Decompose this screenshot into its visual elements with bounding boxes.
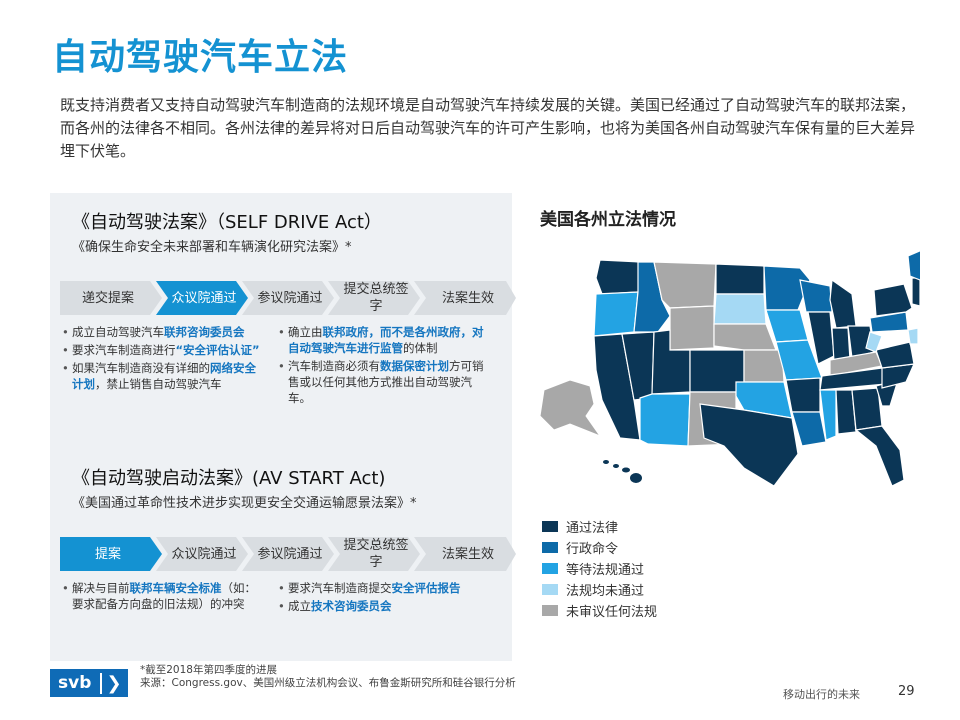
act2-step-1: 提案 xyxy=(94,546,121,562)
footnote: *截至2018年第四季度的进展 来源：Congress.gov、美国州级立法机构… xyxy=(140,664,516,689)
bullet-item: 要求汽车制造商进行“安全评估认证” xyxy=(62,342,262,358)
state-mi xyxy=(829,278,857,329)
state-me xyxy=(907,250,920,281)
act2-progress-steps: 提案 众议院通过 参议院通过 提交总统签字 法案生效 xyxy=(60,537,516,571)
act2-subtitle: 《美国通过革命性技术进步实现更安全交通运输愿景法案》* xyxy=(72,496,417,511)
map-legend: 通过法律 行政命令 等待法规通过 法规均未通过 未审议任何法规 xyxy=(542,516,657,621)
act1-step-4: 提交总统签字 xyxy=(343,282,409,314)
legend-swatch xyxy=(542,563,558,574)
state-ks xyxy=(743,349,785,383)
bullet-item: 要求汽车制造商提交安全评估报告 xyxy=(278,580,494,596)
act1-right-bullets: 确立由联邦政府，而不是各州政府，对自动驾驶汽车进行监管的体制汽车制造商必须有数据… xyxy=(278,324,494,408)
us-states-map xyxy=(539,250,920,487)
act1-subtitle: 《确保生命安全未来部署和车辆演化研究法案》* xyxy=(72,240,352,255)
bullet-item: 成立技术咨询委员会 xyxy=(278,598,494,614)
act1-progress-steps: 递交提案 众议院通过 参议院通过 提交总统签字 法案生效 xyxy=(60,281,516,315)
legend-item: 通过法律 xyxy=(542,516,657,537)
state-vt-nh xyxy=(911,277,920,307)
state-tx xyxy=(699,403,799,487)
legend-item: 未审议任何法规 xyxy=(542,600,657,621)
state-va xyxy=(875,341,915,369)
state-ar xyxy=(785,377,821,413)
intro-paragraph: 既支持消费者又支持自动驾驶汽车制造商的法规环境是自动驾驶汽车持续发展的关键。美国… xyxy=(60,96,916,160)
state-fl xyxy=(854,425,905,487)
legend-item: 等待法规通过 xyxy=(542,558,657,579)
page-number: 29 xyxy=(898,684,915,699)
state-ga xyxy=(851,387,883,431)
state-wy xyxy=(669,305,715,351)
state-wi xyxy=(799,279,833,313)
bullet-item: 确立由联邦政府，而不是各州政府，对自动驾驶汽车进行监管的体制 xyxy=(278,324,494,356)
state-ne xyxy=(713,323,777,351)
state-ak xyxy=(539,379,602,438)
state-ia xyxy=(765,309,809,343)
bullet-item: 解决与目前联邦车辆安全标准（如：要求配备方向盘的旧法规）的冲突 xyxy=(62,580,262,612)
act1-step-1: 递交提案 xyxy=(81,290,134,306)
legend-item: 行政命令 xyxy=(542,537,657,558)
act2-step-4: 提交总统签字 xyxy=(343,538,409,570)
state-nj xyxy=(907,327,919,345)
legend-swatch xyxy=(542,605,558,616)
state-az xyxy=(639,393,691,447)
state-nd xyxy=(715,263,765,295)
act2-right-bullets: 要求汽车制造商提交安全评估报告成立技术咨询委员会 xyxy=(278,580,494,616)
act1-step-5: 法案生效 xyxy=(441,290,494,306)
act2-left-bullets: 解决与目前联邦车辆安全标准（如：要求配备方向盘的旧法规）的冲突 xyxy=(62,580,262,614)
chevron-right-icon: ❯ xyxy=(100,672,126,694)
act1-step-2: 众议院通过 xyxy=(171,290,237,306)
act1-left-bullets: 成立自动驾驶汽车联邦咨询委员会要求汽车制造商进行“安全评估认证” 如果汽车制造商没… xyxy=(62,324,262,394)
legend-swatch xyxy=(542,584,558,595)
legend-swatch xyxy=(542,521,558,532)
act2-title: 《自动驾驶启动法案》(AV START Act) xyxy=(72,468,386,489)
state-mt xyxy=(653,261,717,309)
bullet-item: 如果汽车制造商没有详细的网络安全计划，禁止销售自动驾驶汽车 xyxy=(62,360,262,392)
act2-step-3: 参议院通过 xyxy=(257,546,323,562)
legend-item: 法规均未通过 xyxy=(542,579,657,600)
state-ms xyxy=(819,389,837,441)
act2-steps-shapes xyxy=(60,537,516,571)
state-wa xyxy=(595,259,641,295)
state-sd xyxy=(713,293,767,325)
act1-title: 《自动驾驶法案》（SELF DRIVE Act） xyxy=(72,212,382,233)
page-title: 自动驾驶汽车立法 xyxy=(52,37,349,78)
state-al xyxy=(835,389,857,435)
bullet-item: 汽车制造商必须有数据保密计划方可销售或以任何其他方式推出自动驾驶汽车。 xyxy=(278,358,494,406)
footer-section-title: 移动出行的未来 xyxy=(783,688,860,701)
state-hi xyxy=(603,460,642,483)
state-la xyxy=(791,411,827,447)
map-title: 美国各州立法情况 xyxy=(540,210,676,230)
state-ny xyxy=(873,283,913,317)
legend-swatch xyxy=(542,542,558,553)
act1-steps-shapes xyxy=(60,281,516,315)
svb-logo: svb ❯ xyxy=(50,669,128,697)
act2-step-2: 众议院通过 xyxy=(171,546,237,562)
state-or xyxy=(593,291,639,337)
act2-step-5: 法案生效 xyxy=(441,546,494,562)
state-wv xyxy=(865,331,883,353)
bullet-item: 成立自动驾驶汽车联邦咨询委员会 xyxy=(62,324,262,340)
act1-step-3: 参议院通过 xyxy=(257,290,323,306)
